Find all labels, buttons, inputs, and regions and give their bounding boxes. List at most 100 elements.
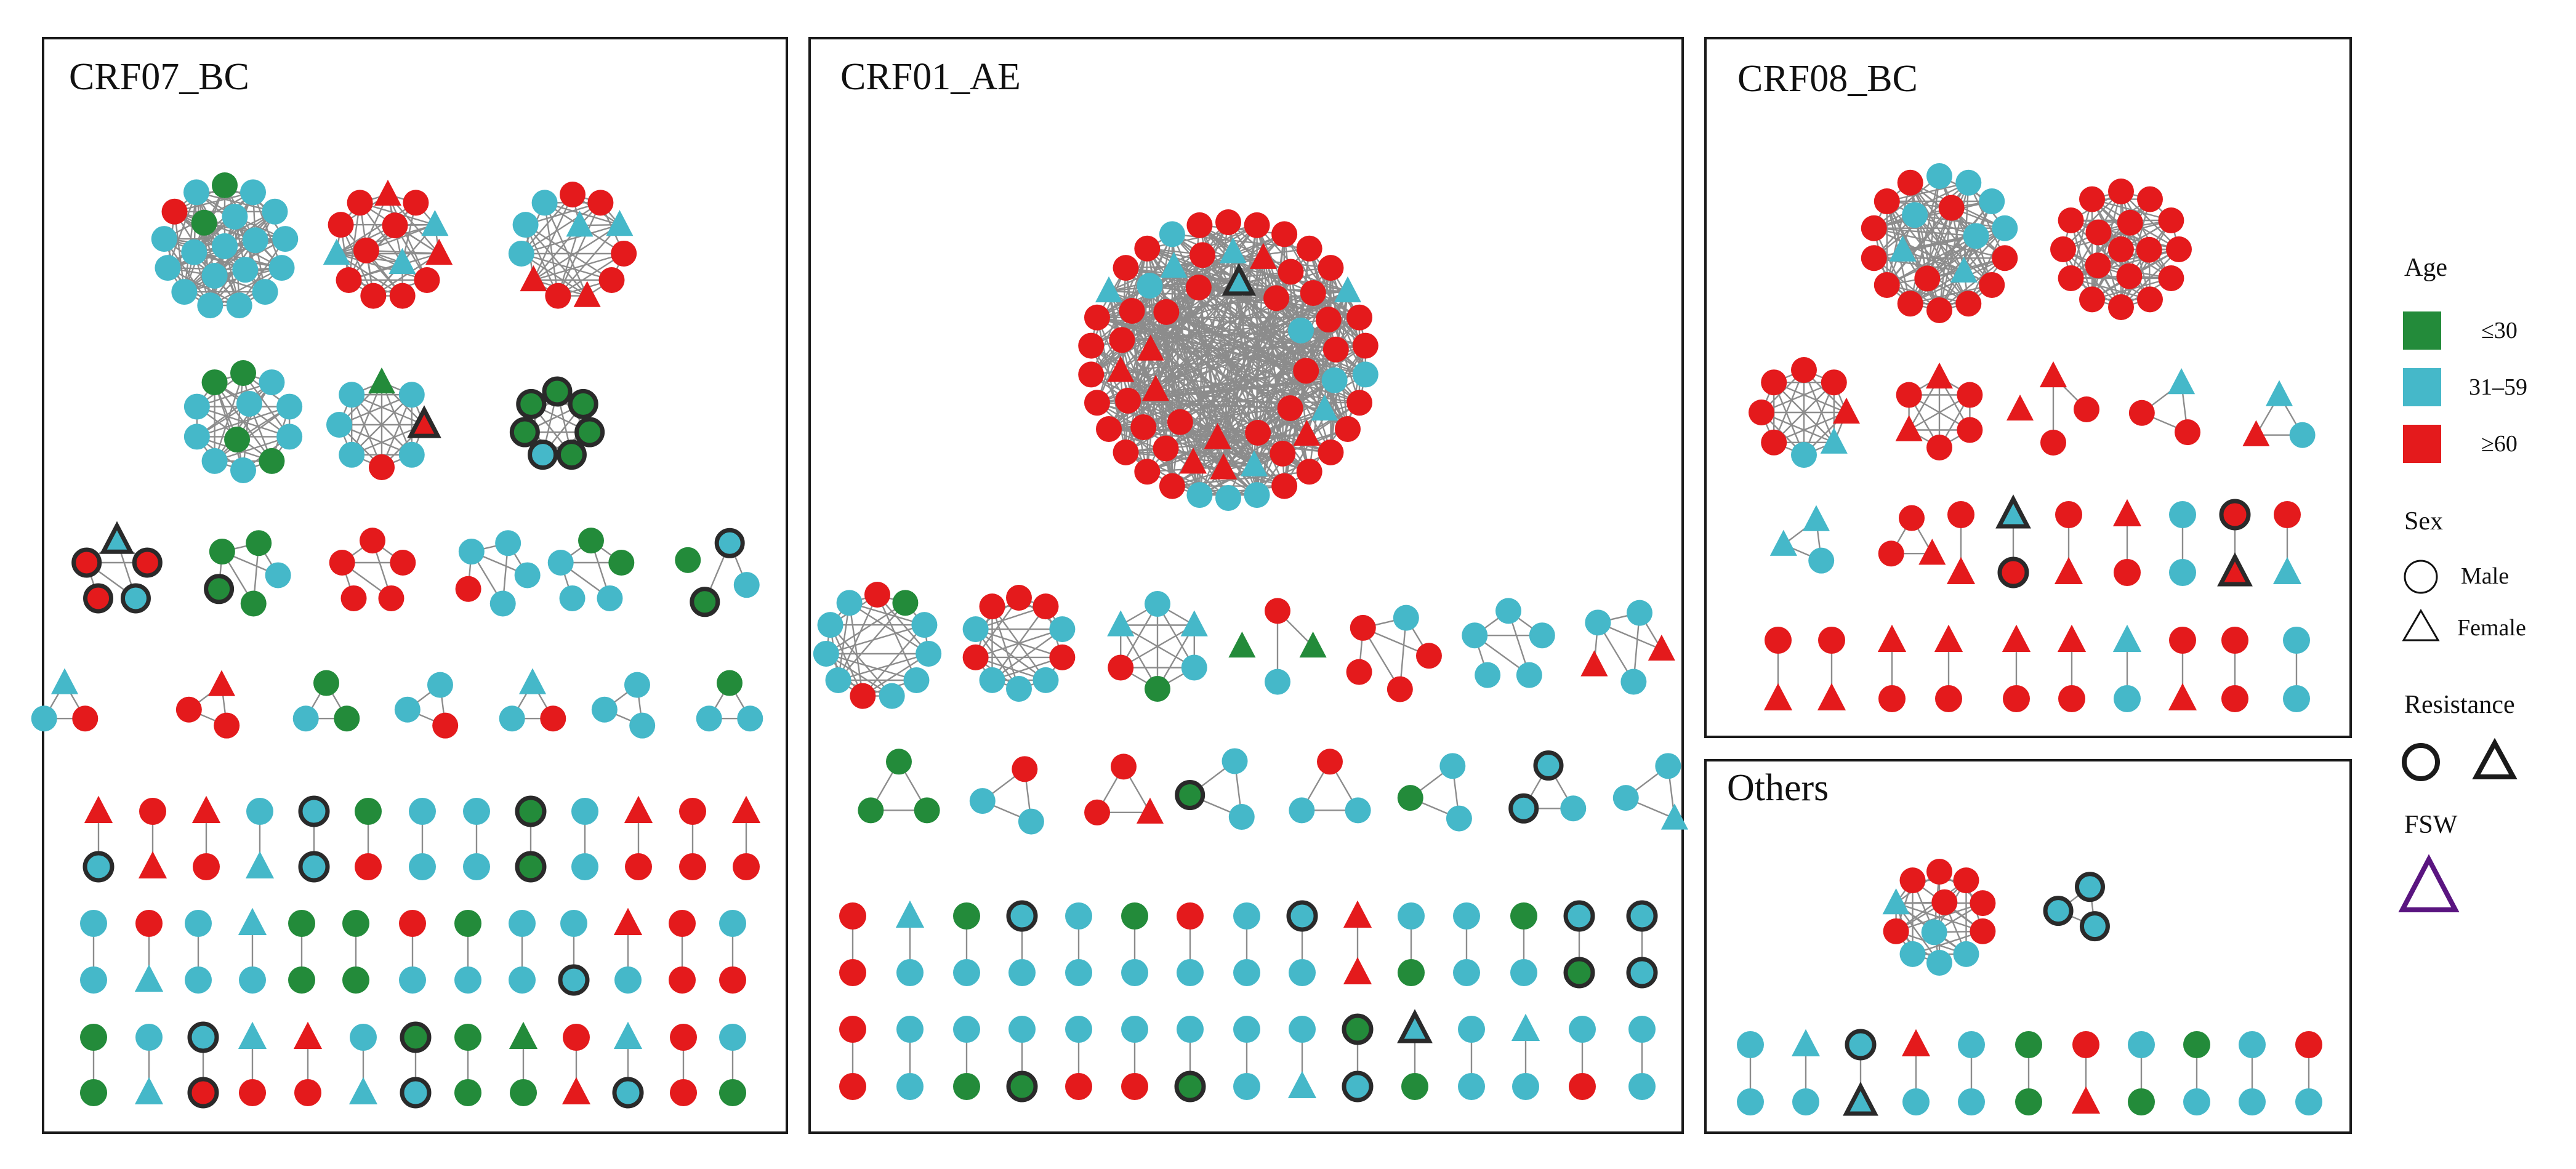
- network-edge: [991, 606, 1020, 689]
- dyad: [409, 798, 436, 880]
- network-node: [2137, 286, 2163, 313]
- network-node: [598, 267, 625, 294]
- network-node: [2265, 380, 2293, 406]
- network-edge: [1874, 257, 1965, 272]
- network-node: [1277, 395, 1303, 422]
- dyad: [1233, 902, 1260, 986]
- network-node: [1612, 785, 1639, 811]
- network-node: [1560, 795, 1587, 822]
- network-node: [2002, 624, 2031, 652]
- network-node: [2108, 179, 2134, 204]
- cluster-edges: [1090, 222, 1367, 499]
- network-node: [1311, 394, 1338, 421]
- dyad: [1343, 900, 1372, 984]
- network-node: [1957, 417, 1983, 443]
- network-node: [629, 712, 656, 739]
- network-node: [836, 590, 863, 616]
- network-node: [1737, 1088, 1764, 1115]
- network-edge: [340, 224, 374, 297]
- cluster: [696, 670, 763, 732]
- network-node: [2128, 1031, 2155, 1058]
- network-node: [1979, 188, 2005, 215]
- network-node: [134, 1077, 164, 1104]
- network-node: [368, 367, 396, 394]
- network-node: [1926, 297, 1952, 323]
- network-node: [914, 797, 940, 824]
- network-node: [1049, 616, 1076, 643]
- network-edge: [1886, 284, 1969, 305]
- network-node: [1660, 803, 1688, 830]
- network-edge: [1128, 400, 1290, 409]
- network-node: [587, 190, 614, 216]
- network-node: [1006, 585, 1032, 611]
- network-node: [259, 369, 285, 396]
- dyad: [613, 907, 643, 994]
- network-node: [1115, 387, 1141, 414]
- network-node: [1265, 598, 1290, 624]
- network-node: [1189, 242, 1216, 268]
- network-edge: [1165, 311, 1306, 372]
- network-node: [1222, 748, 1248, 774]
- network-node: [499, 705, 525, 732]
- network-node: [2221, 685, 2248, 712]
- network-node: [403, 190, 429, 216]
- network-node: [817, 612, 843, 638]
- network-edge: [1873, 257, 1940, 311]
- cluster: [1878, 505, 1946, 567]
- network-node: [2166, 236, 2192, 262]
- legend-female-label: Female: [2457, 615, 2526, 641]
- network-node: [1899, 505, 1925, 531]
- network-edge: [1223, 282, 1240, 468]
- network-node: [1296, 459, 1322, 485]
- network-node: [669, 910, 696, 937]
- legend-age-label-31-59: 31–59: [2469, 374, 2527, 400]
- network-edge: [1121, 266, 1175, 340]
- network-node: [1006, 676, 1032, 702]
- network-node: [458, 539, 485, 565]
- network-node: [1569, 1016, 1596, 1043]
- network-node: [916, 640, 942, 667]
- network-node: [2116, 263, 2143, 289]
- network-node: [514, 562, 541, 589]
- network-node: [2058, 207, 2084, 233]
- legend-age-label-ge60: ≥60: [2481, 431, 2518, 457]
- network-edge: [1125, 451, 1200, 496]
- network-node: [903, 667, 930, 694]
- network-node: [1938, 195, 1965, 221]
- dyad: [2015, 1031, 2042, 1115]
- network-node: [80, 1079, 107, 1106]
- network-node: [1877, 624, 1907, 652]
- legend-male-circle-icon: [2404, 560, 2438, 594]
- network-edge: [1217, 297, 1278, 438]
- legend: Age ≤30 31–59 ≥60 Sex Male Female Resist…: [2398, 254, 2527, 912]
- network-node: [1210, 453, 1238, 480]
- network-node: [489, 590, 516, 617]
- dyad: [1397, 1009, 1433, 1100]
- network-node: [962, 616, 989, 643]
- network-node: [1628, 1073, 1656, 1100]
- network-node: [1299, 631, 1327, 658]
- network-crf01-ae: [813, 209, 1688, 1103]
- network-edge: [521, 223, 620, 255]
- dyad: [1510, 902, 1537, 986]
- network-node: [1249, 243, 1277, 269]
- network-edge: [1173, 267, 1181, 422]
- dyad: [1511, 1013, 1540, 1100]
- network-node: [625, 853, 652, 880]
- dyad: [245, 798, 275, 878]
- network-node: [294, 1079, 321, 1106]
- network-edge: [1121, 339, 1167, 449]
- network-node: [2108, 236, 2134, 262]
- network-node: [1387, 676, 1413, 702]
- dyad: [1817, 627, 1846, 710]
- network-node: [2217, 552, 2253, 587]
- network-node: [1398, 902, 1425, 930]
- network-node: [1245, 419, 1271, 446]
- network-node: [427, 672, 453, 698]
- network-node: [2117, 209, 2143, 236]
- network-node: [2003, 685, 2030, 712]
- network-node: [1008, 959, 1036, 986]
- network-node: [1992, 215, 2018, 241]
- network-edge: [1149, 286, 1167, 449]
- network-node: [1511, 1013, 1540, 1041]
